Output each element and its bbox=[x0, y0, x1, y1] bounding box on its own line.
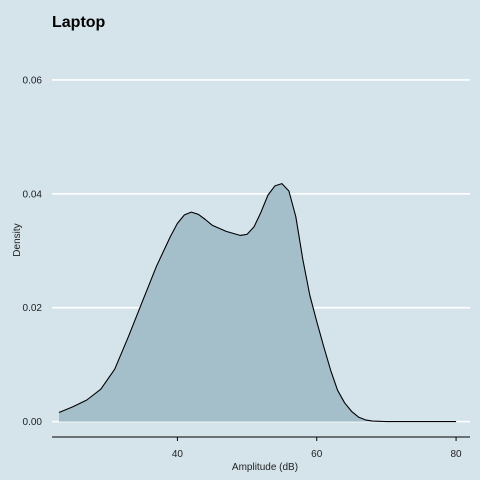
density-fill bbox=[59, 183, 457, 422]
x-tick-label-0: 40 bbox=[172, 449, 184, 460]
x-tick-label-2: 80 bbox=[451, 449, 463, 460]
density-area bbox=[58, 183, 457, 423]
density-line bbox=[58, 183, 457, 423]
y-tick-label-2: 0.04 bbox=[23, 189, 43, 200]
x-axis-label: Amplitude (dB) bbox=[232, 462, 298, 473]
y-tick-label-1: 0.02 bbox=[23, 303, 43, 314]
y-axis-label: Density bbox=[12, 223, 23, 256]
chart-title: Laptop bbox=[52, 14, 106, 31]
y-tick-label-0: 0.00 bbox=[23, 417, 43, 428]
y-tick-label-3: 0.06 bbox=[23, 75, 43, 86]
x-tick-label-1: 60 bbox=[311, 449, 323, 460]
y-axis-ticks: 0.00 0.02 0.04 0.06 bbox=[23, 75, 43, 428]
x-axis-ticks: 40 60 80 bbox=[172, 437, 462, 460]
